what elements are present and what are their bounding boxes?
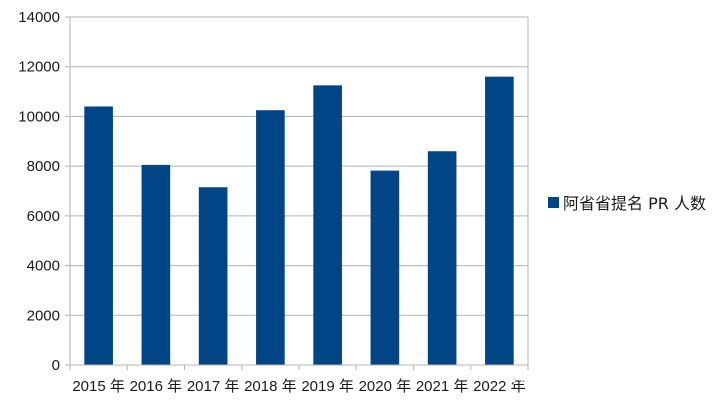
x-tick-label: 2020 年 (359, 378, 412, 395)
y-tick-label: 10000 (18, 108, 60, 125)
x-tick-label: 2015 年 (72, 378, 125, 395)
bar (370, 170, 400, 365)
x-tick-label: 2022 年 (473, 378, 526, 395)
y-axis-tick-labels: 0 2000 4000 6000 8000 10000 12000 14000 (18, 9, 60, 374)
x-axis (69, 364, 529, 370)
x-tick-label: 2016 年 (130, 378, 183, 395)
y-tick-label: 14000 (18, 9, 60, 26)
grid-lines (65, 16, 529, 366)
y-tick-label: 12000 (18, 59, 60, 76)
bar (313, 85, 342, 365)
x-tick-label: 2019 年 (301, 378, 354, 395)
bar (141, 164, 171, 365)
bar (427, 151, 457, 365)
legend: 阿省省提名 PR 人数 (548, 194, 706, 213)
bar (198, 187, 228, 365)
y-tick-label: 4000 (27, 258, 60, 275)
y-tick-label: 2000 (27, 307, 60, 324)
watermark: 知乎 @八仙过海加拿大 (512, 365, 687, 386)
bar (485, 76, 514, 366)
x-axis-tick-labels: 2015 年 2016 年 2017 年 2018 年 2019 年 2020 年 2021… (72, 378, 525, 395)
x-tick-label: 2018 年 (244, 378, 297, 395)
bar (256, 110, 285, 365)
y-tick-label: 0 (52, 357, 60, 374)
legend-label: 阿省省提名 PR 人数 (563, 194, 706, 213)
bar (84, 106, 113, 365)
y-tick-label: 6000 (27, 208, 60, 225)
x-tick-label: 2021 年 (416, 378, 469, 395)
x-tick-label: 2017 年 (187, 378, 240, 395)
y-tick-label: 8000 (27, 158, 60, 175)
bars (84, 76, 514, 366)
legend-swatch (548, 197, 559, 208)
